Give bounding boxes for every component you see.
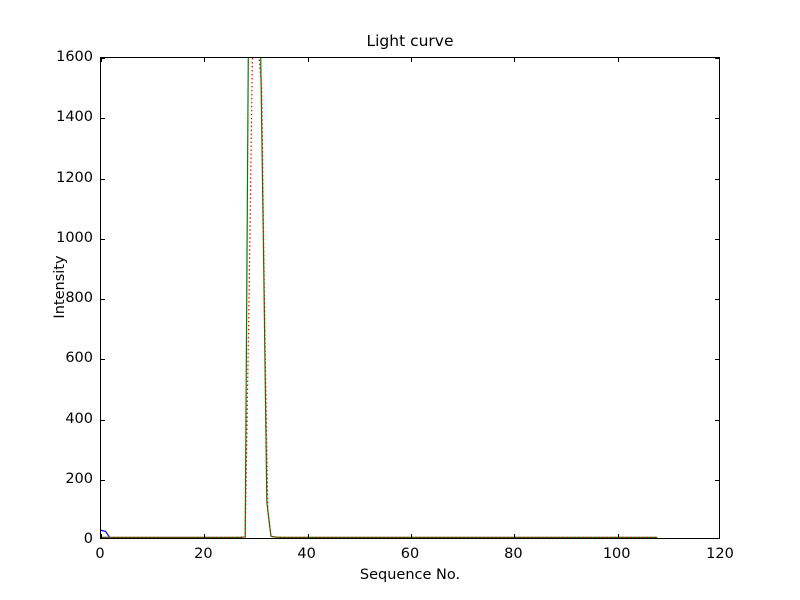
y-tick-label: 200: [65, 470, 93, 487]
y-tick-mark: [715, 359, 719, 361]
x-tick-mark: [617, 534, 619, 538]
x-tick-label: 0: [95, 546, 105, 562]
y-tick-mark: [101, 419, 105, 421]
x-tick-mark: [514, 58, 516, 62]
x-tick-label: 100: [602, 546, 631, 562]
x-axis-label: Sequence No.: [359, 567, 461, 583]
plot-area: [101, 58, 658, 538]
y-tick-label: 600: [65, 350, 93, 367]
y-tick-mark: [101, 359, 105, 361]
y-tick-label: 1000: [56, 229, 93, 246]
y-tick-mark: [101, 299, 105, 300]
series-red-dotted: [101, 58, 658, 538]
plot-axes: [100, 57, 720, 539]
y-tick-label: 0: [83, 531, 93, 547]
y-tick-mark: [101, 238, 105, 240]
x-tick-mark: [514, 534, 516, 538]
y-tick-mark: [101, 58, 105, 59]
x-tick-label: 60: [400, 546, 420, 562]
x-tick-mark: [411, 534, 412, 538]
x-tick-mark: [307, 58, 309, 62]
x-tick-mark: [617, 58, 619, 62]
y-tick-mark: [715, 178, 719, 180]
x-tick-label: 40: [297, 546, 316, 562]
y-tick-label: 1600: [56, 49, 93, 65]
y-tick-label: 1200: [56, 169, 93, 186]
y-tick-mark: [101, 178, 105, 180]
series-blue-segment: [101, 529, 110, 538]
x-tick-mark: [307, 534, 309, 538]
y-tick-mark: [101, 118, 105, 120]
y-tick-mark: [715, 238, 719, 240]
y-tick-mark: [715, 479, 719, 481]
chart-title: Light curve: [366, 32, 454, 50]
x-tick-label: 20: [194, 546, 213, 562]
y-tick-label: 400: [65, 410, 93, 427]
y-tick-mark: [715, 118, 719, 120]
x-tick-mark: [101, 58, 102, 62]
x-tick-mark: [204, 58, 206, 62]
y-tick-mark: [101, 479, 105, 481]
y-tick-label: 1400: [56, 109, 93, 126]
x-tick-mark: [411, 58, 412, 62]
series-green-solid: [101, 58, 658, 538]
y-tick-label: 800: [65, 290, 93, 306]
y-tick-mark: [715, 299, 719, 300]
y-tick-mark: [715, 419, 719, 421]
x-tick-mark: [101, 534, 102, 538]
y-tick-mark: [715, 58, 719, 59]
x-tick-mark: [204, 534, 206, 538]
x-tick-label: 120: [706, 546, 734, 562]
x-tick-label: 80: [504, 546, 523, 562]
